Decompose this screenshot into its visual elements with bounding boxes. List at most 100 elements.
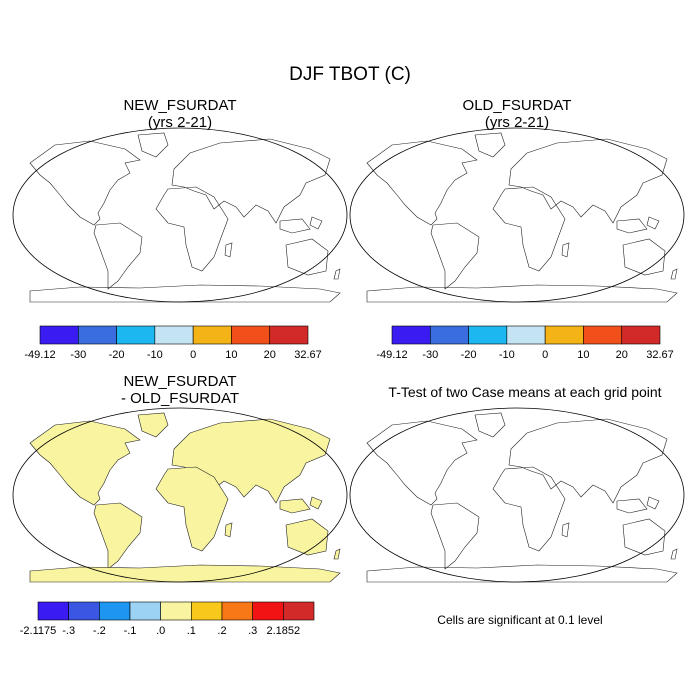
significant-cell [469, 579, 471, 581]
significant-cell [451, 579, 453, 581]
significant-cell [601, 576, 603, 578]
colorbar-diff-label-1: -.3 [62, 625, 75, 637]
colorbar-old-label-3: -10 [499, 349, 515, 361]
colorbar-old-label-7: 32.67 [646, 349, 674, 361]
significance-note: Cells are significant at 0.1 level [437, 613, 603, 627]
colorbar-diff-swatch-1 [68, 601, 100, 621]
significant-cell [491, 421, 493, 423]
significant-cell [400, 579, 402, 581]
significant-cell [577, 573, 579, 575]
diff-cell [338, 565, 340, 569]
significant-cell [619, 576, 621, 578]
colorbar-old-label-0: -49.12 [376, 349, 407, 361]
significant-cell [514, 573, 516, 575]
colorbar-diff-swatch-3 [129, 601, 161, 621]
significant-cell [415, 573, 417, 575]
colorbar-diff-label-2: -.2 [93, 625, 106, 637]
significant-cell [511, 570, 513, 572]
significant-cell [412, 570, 414, 572]
significant-cell [439, 579, 441, 581]
significant-cell [523, 576, 525, 578]
colorbar-old-label-2: -20 [461, 349, 477, 361]
significant-cell [601, 573, 603, 575]
significant-cell [460, 570, 462, 572]
colorbar-diff-label-6: .2 [217, 625, 226, 637]
colorbar-old-swatch-4 [544, 325, 584, 345]
colorbar-diff-swatch-0 [37, 601, 69, 621]
significant-cell [490, 576, 492, 578]
figure-title: DJF TBOT (C) [289, 64, 411, 85]
significant-cell [598, 573, 600, 575]
diff-cell [54, 565, 58, 569]
colorbar-diff-label-0: -2.1175 [20, 625, 57, 637]
significant-cell [466, 579, 468, 581]
significant-cell [646, 579, 648, 581]
panel-new-title-line2: (yrs 2-21) [147, 114, 213, 131]
colorbar-new-label-6: 20 [264, 349, 276, 361]
colorbar-old-label-1: -30 [422, 349, 438, 361]
colorbar-diff-label-7: .3 [248, 625, 257, 637]
significant-cell [550, 567, 552, 569]
significant-cell [373, 579, 375, 581]
colorbar-diff: -2.1175 -.3 -.2 -.1 .0 .1 .2 .3 2.1852 [20, 601, 315, 637]
panel-diff-title-line1: NEW_FSURDAT [123, 373, 237, 390]
significant-cell [607, 576, 609, 578]
significant-cell [586, 579, 588, 581]
colorbar-new-label-1: -30 [70, 349, 86, 361]
band-warm-n [30, 183, 340, 191]
significant-cell [505, 570, 507, 572]
significant-cell [595, 576, 597, 578]
significant-cell [649, 573, 651, 575]
significant-cell [673, 582, 675, 584]
colorbar-new-swatch-2 [116, 325, 156, 345]
colorbar-new-label-0: -49.12 [24, 349, 55, 361]
significant-cell [604, 576, 606, 578]
significant-cell [634, 576, 636, 578]
band-antarctic [30, 283, 340, 302]
colorbar-diff-label-4: .0 [156, 625, 165, 637]
colorbar-old-swatch-3 [506, 325, 546, 345]
significant-cell [619, 573, 621, 575]
significant-cell [667, 567, 669, 569]
significant-cell [502, 579, 504, 581]
colorbar-diff-swatch-8 [283, 601, 315, 621]
significant-cell [586, 576, 588, 578]
significant-cell [577, 579, 579, 581]
panel-old-title: OLD_FSURDAT (yrs 2-21) [397, 97, 637, 131]
significant-cell [622, 570, 624, 572]
diff-cell [38, 565, 42, 569]
significant-cell [487, 417, 489, 419]
significant-cell [427, 579, 429, 581]
significant-cell [511, 567, 513, 569]
significant-cell [478, 576, 480, 578]
colorbar-diff-label-5: .1 [187, 625, 196, 637]
panel-ttest-title: T-Test of two Case means at each grid po… [355, 384, 695, 401]
significant-cell [676, 576, 677, 578]
significant-cell [484, 576, 486, 578]
significant-cell [547, 570, 549, 572]
significant-cell [388, 579, 390, 581]
significant-cell [667, 576, 669, 578]
significant-cell [457, 570, 459, 572]
panel-new-title-line1: NEW_FSURDAT [123, 97, 237, 114]
significant-cell [562, 567, 564, 569]
significant-cell [592, 570, 594, 572]
diff-cell [30, 565, 34, 569]
diff-cell [326, 565, 330, 569]
panel-ttest-title-line1: T-Test of two Case means at each grid po… [388, 384, 662, 400]
colorbar-old-swatch-1 [429, 325, 469, 345]
significant-cell [406, 576, 408, 578]
significant-cell [514, 579, 516, 581]
significant-cell [493, 573, 495, 575]
diff-cell [330, 565, 334, 569]
significant-cell [511, 573, 513, 575]
significant-cell [385, 576, 387, 578]
colorbar-old-swatch-0 [391, 325, 431, 345]
significant-cell [664, 567, 666, 569]
diff-cell [338, 577, 340, 581]
significant-cell [544, 576, 546, 578]
significant-cell [463, 573, 465, 575]
colorbar-diff-swatch-6 [221, 601, 253, 621]
colorbar-new-swatch-5 [231, 325, 271, 345]
